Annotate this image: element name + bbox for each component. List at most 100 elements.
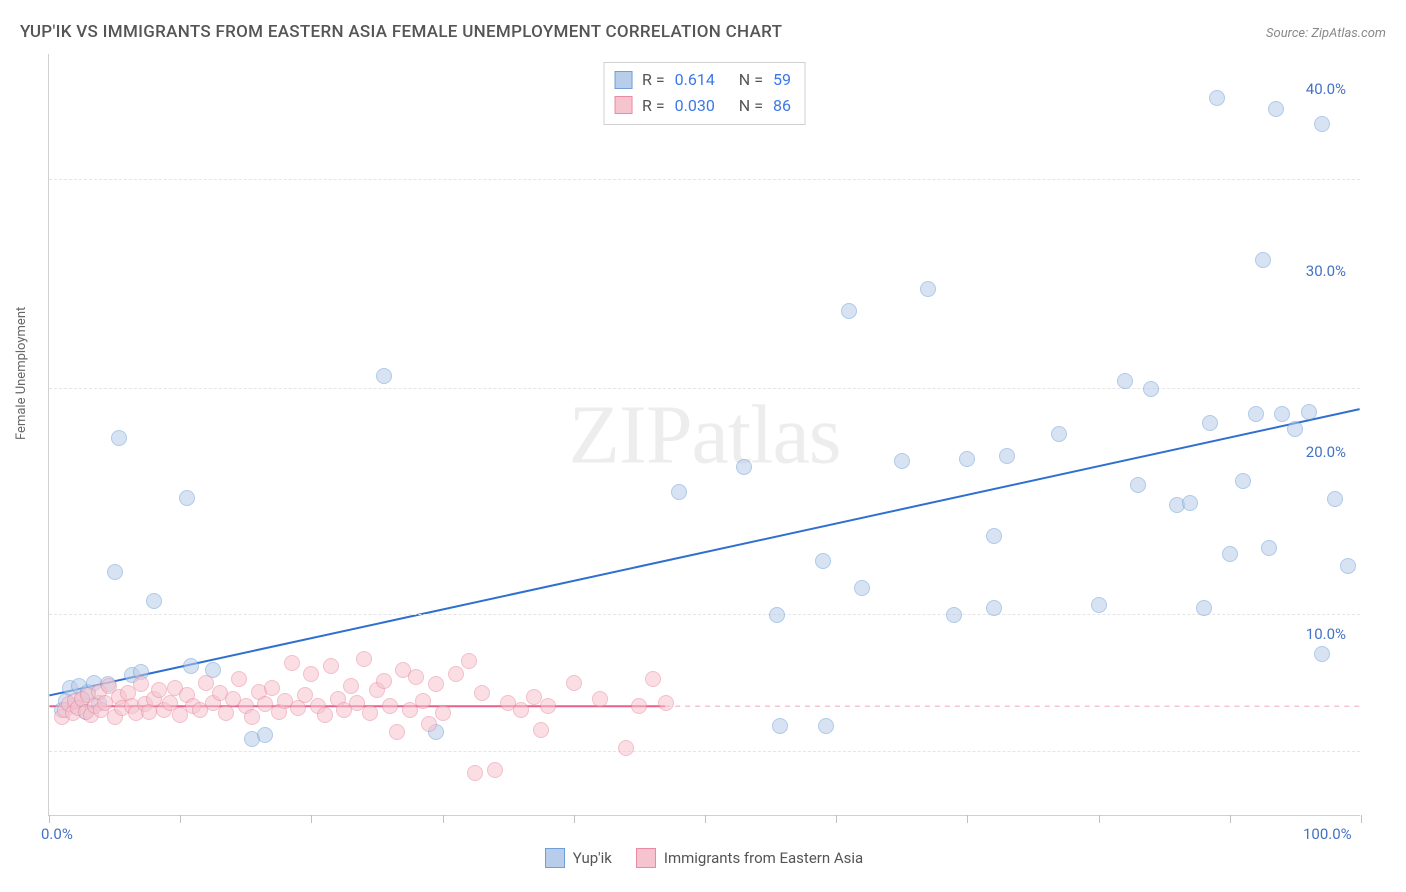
data-point xyxy=(183,658,199,674)
corr-row-series1: R = 0.614 N = 59 xyxy=(614,67,791,93)
data-point xyxy=(999,448,1015,464)
y-tick-label: 20.0% xyxy=(1306,443,1346,461)
legend-swatch-series1 xyxy=(614,71,632,89)
x-tick xyxy=(311,815,312,823)
data-point xyxy=(920,281,936,297)
n-value-series2: 86 xyxy=(773,93,791,119)
x-tick xyxy=(836,815,837,823)
data-point xyxy=(218,705,234,721)
corr-row-series2: R = 0.030 N = 86 xyxy=(614,93,791,119)
data-point xyxy=(1255,252,1271,268)
data-point xyxy=(533,722,549,738)
data-point xyxy=(264,680,280,696)
x-tick xyxy=(180,815,181,823)
data-point xyxy=(356,651,372,667)
data-point xyxy=(986,528,1002,544)
data-point xyxy=(146,593,162,609)
x-tick-label: 100.0% xyxy=(1303,825,1352,843)
data-point xyxy=(1301,404,1317,420)
legend-item-series1: Yup'ik xyxy=(545,848,612,868)
data-point xyxy=(592,691,608,707)
grid-line xyxy=(49,179,1360,180)
y-tick-label: 40.0% xyxy=(1306,80,1346,98)
data-point xyxy=(179,490,195,506)
data-point xyxy=(854,580,870,596)
x-tick xyxy=(49,815,50,823)
legend-swatch-icon xyxy=(636,848,656,868)
chart-header: YUP'IK VS IMMIGRANTS FROM EASTERN ASIA F… xyxy=(20,22,1386,42)
chart-title: YUP'IK VS IMMIGRANTS FROM EASTERN ASIA F… xyxy=(20,22,782,42)
data-point xyxy=(317,707,333,723)
data-point xyxy=(1314,116,1330,132)
data-point xyxy=(323,658,339,674)
x-tick xyxy=(574,815,575,823)
legend-swatch-icon xyxy=(545,848,565,868)
data-point xyxy=(986,600,1002,616)
data-point xyxy=(946,607,962,623)
data-point xyxy=(1051,426,1067,442)
data-point xyxy=(736,459,752,475)
grid-line xyxy=(49,614,1360,615)
data-point xyxy=(231,671,247,687)
data-point xyxy=(257,727,273,743)
data-point xyxy=(1091,597,1107,613)
data-point xyxy=(658,695,674,711)
correlation-legend: R = 0.614 N = 59 R = 0.030 N = 86 xyxy=(603,62,806,125)
x-tick xyxy=(705,815,706,823)
data-point xyxy=(435,705,451,721)
data-point xyxy=(1222,546,1238,562)
data-point xyxy=(284,655,300,671)
data-point xyxy=(448,666,464,682)
legend-swatch-series2 xyxy=(614,96,632,114)
data-point xyxy=(1130,477,1146,493)
data-point xyxy=(376,673,392,689)
data-point xyxy=(1274,406,1290,422)
r-value-series1: 0.614 xyxy=(675,67,715,93)
data-point xyxy=(303,666,319,682)
data-point xyxy=(894,453,910,469)
y-tick-label: 10.0% xyxy=(1306,625,1346,643)
data-point xyxy=(671,484,687,500)
data-point xyxy=(1209,90,1225,106)
data-point xyxy=(1202,415,1218,431)
data-point xyxy=(467,765,483,781)
x-tick xyxy=(967,815,968,823)
data-point xyxy=(376,368,392,384)
data-point xyxy=(343,678,359,694)
grid-line xyxy=(49,751,1360,752)
watermark: ZIPatlas xyxy=(569,386,841,483)
data-point xyxy=(631,698,647,714)
data-point xyxy=(1268,101,1284,117)
chart-plot-area: ZIPatlas R = 0.614 N = 59 R = 0.030 N = … xyxy=(48,54,1360,816)
x-tick xyxy=(1099,815,1100,823)
data-point xyxy=(461,653,477,669)
n-value-series1: 59 xyxy=(773,67,791,93)
data-point xyxy=(1235,473,1251,489)
data-point xyxy=(841,303,857,319)
y-axis-label: Female Unemployment xyxy=(14,307,29,440)
data-point xyxy=(415,693,431,709)
data-point xyxy=(1287,421,1303,437)
y-tick-label: 30.0% xyxy=(1306,262,1346,280)
data-point xyxy=(815,553,831,569)
data-point xyxy=(1196,600,1212,616)
data-point xyxy=(133,676,149,692)
data-point xyxy=(645,671,661,687)
data-point xyxy=(362,705,378,721)
data-point xyxy=(1248,406,1264,422)
x-tick-label: 0.0% xyxy=(41,825,73,843)
data-point xyxy=(408,669,424,685)
data-point xyxy=(474,685,490,701)
data-point xyxy=(540,698,556,714)
legend-item-series2: Immigrants from Eastern Asia xyxy=(636,848,863,868)
data-point xyxy=(111,430,127,446)
r-value-series2: 0.030 xyxy=(675,93,715,119)
data-point xyxy=(1143,381,1159,397)
x-tick xyxy=(1230,815,1231,823)
data-point xyxy=(959,451,975,467)
data-point xyxy=(421,716,437,732)
data-point xyxy=(618,740,634,756)
data-point xyxy=(107,564,123,580)
data-point xyxy=(382,698,398,714)
x-tick xyxy=(1361,815,1362,823)
